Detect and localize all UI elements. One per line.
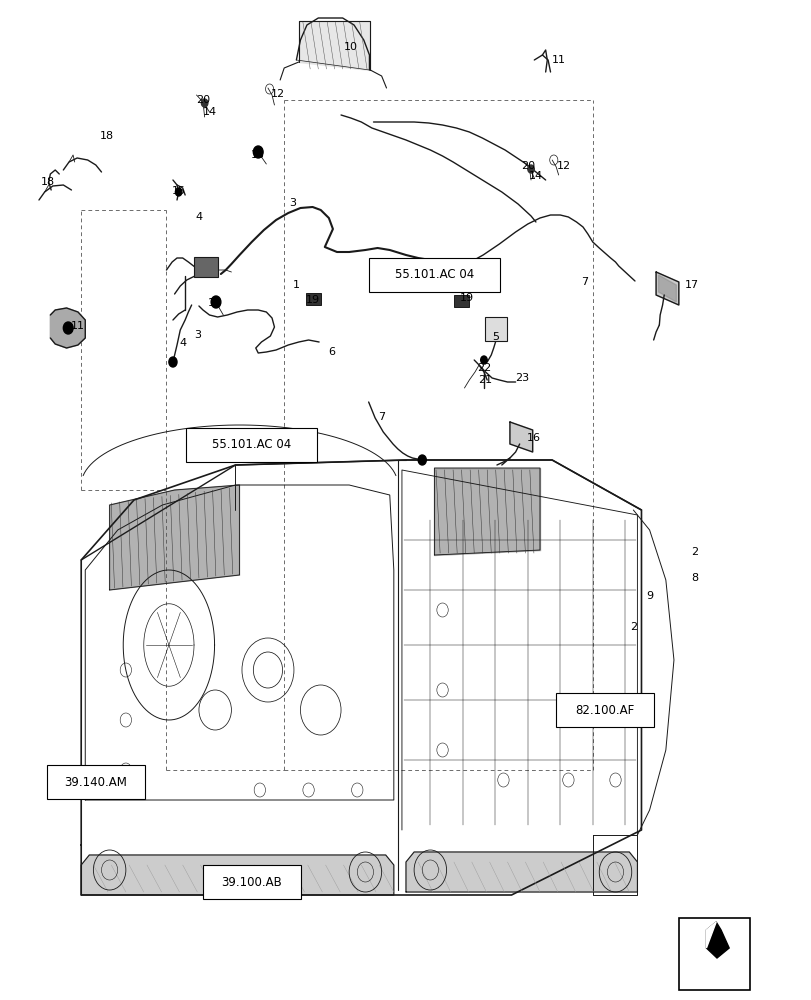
FancyBboxPatch shape (556, 693, 654, 727)
FancyBboxPatch shape (453, 295, 468, 307)
Text: 18: 18 (100, 131, 114, 141)
Text: 82.100.AF: 82.100.AF (575, 704, 633, 716)
Text: 14: 14 (202, 107, 217, 117)
Text: 16: 16 (526, 433, 541, 443)
FancyBboxPatch shape (678, 918, 749, 990)
Text: 10: 10 (343, 42, 358, 52)
Text: 7: 7 (581, 277, 587, 287)
FancyBboxPatch shape (194, 257, 218, 277)
Text: 17: 17 (684, 280, 698, 290)
Polygon shape (109, 485, 239, 590)
Text: 13: 13 (208, 298, 222, 308)
Circle shape (418, 455, 426, 465)
Text: 7: 7 (378, 412, 384, 422)
Circle shape (201, 99, 208, 107)
Circle shape (63, 322, 73, 334)
Circle shape (175, 188, 182, 196)
Text: 4: 4 (179, 338, 186, 348)
Text: 19: 19 (459, 293, 474, 303)
Polygon shape (655, 272, 678, 305)
FancyBboxPatch shape (306, 293, 320, 305)
Polygon shape (434, 468, 539, 555)
Text: 11: 11 (71, 321, 85, 331)
Text: 6: 6 (328, 347, 334, 357)
FancyBboxPatch shape (186, 428, 316, 462)
FancyBboxPatch shape (369, 258, 500, 292)
Text: 55.101.AC 04: 55.101.AC 04 (394, 268, 474, 282)
Text: 12: 12 (270, 89, 285, 99)
Polygon shape (706, 922, 715, 948)
Text: 39.100.AB: 39.100.AB (221, 876, 281, 888)
Text: 20: 20 (195, 95, 210, 105)
Text: 1: 1 (293, 280, 299, 290)
Text: 19: 19 (305, 295, 320, 305)
Text: 3: 3 (194, 330, 200, 340)
Text: 2: 2 (629, 622, 636, 632)
Text: 12: 12 (556, 161, 570, 171)
Text: 22: 22 (476, 363, 491, 373)
Text: 21: 21 (478, 375, 492, 385)
Circle shape (480, 356, 487, 364)
Text: 5: 5 (491, 332, 498, 342)
Polygon shape (298, 21, 370, 70)
Polygon shape (81, 855, 393, 895)
Text: 14: 14 (528, 171, 543, 181)
Text: 55.101.AC 04: 55.101.AC 04 (212, 438, 291, 452)
Polygon shape (706, 922, 728, 958)
Polygon shape (50, 308, 85, 348)
Text: 23: 23 (514, 373, 529, 383)
Text: 3: 3 (289, 198, 295, 208)
FancyBboxPatch shape (484, 317, 507, 341)
Circle shape (211, 296, 221, 308)
Circle shape (253, 146, 263, 158)
FancyBboxPatch shape (46, 765, 145, 799)
Text: 8: 8 (691, 573, 697, 583)
Text: 9: 9 (646, 591, 652, 601)
Text: 15: 15 (171, 186, 186, 196)
FancyBboxPatch shape (203, 865, 300, 899)
Text: 4: 4 (195, 212, 202, 222)
Polygon shape (509, 422, 532, 452)
Text: 11: 11 (551, 55, 565, 65)
Text: 13: 13 (250, 150, 264, 160)
Circle shape (527, 165, 534, 173)
Text: 2: 2 (690, 547, 697, 557)
Text: 18: 18 (41, 177, 55, 187)
Text: 20: 20 (520, 161, 534, 171)
Polygon shape (658, 275, 676, 302)
Polygon shape (406, 852, 637, 892)
Text: 39.140.AM: 39.140.AM (64, 776, 127, 788)
Circle shape (169, 357, 177, 367)
